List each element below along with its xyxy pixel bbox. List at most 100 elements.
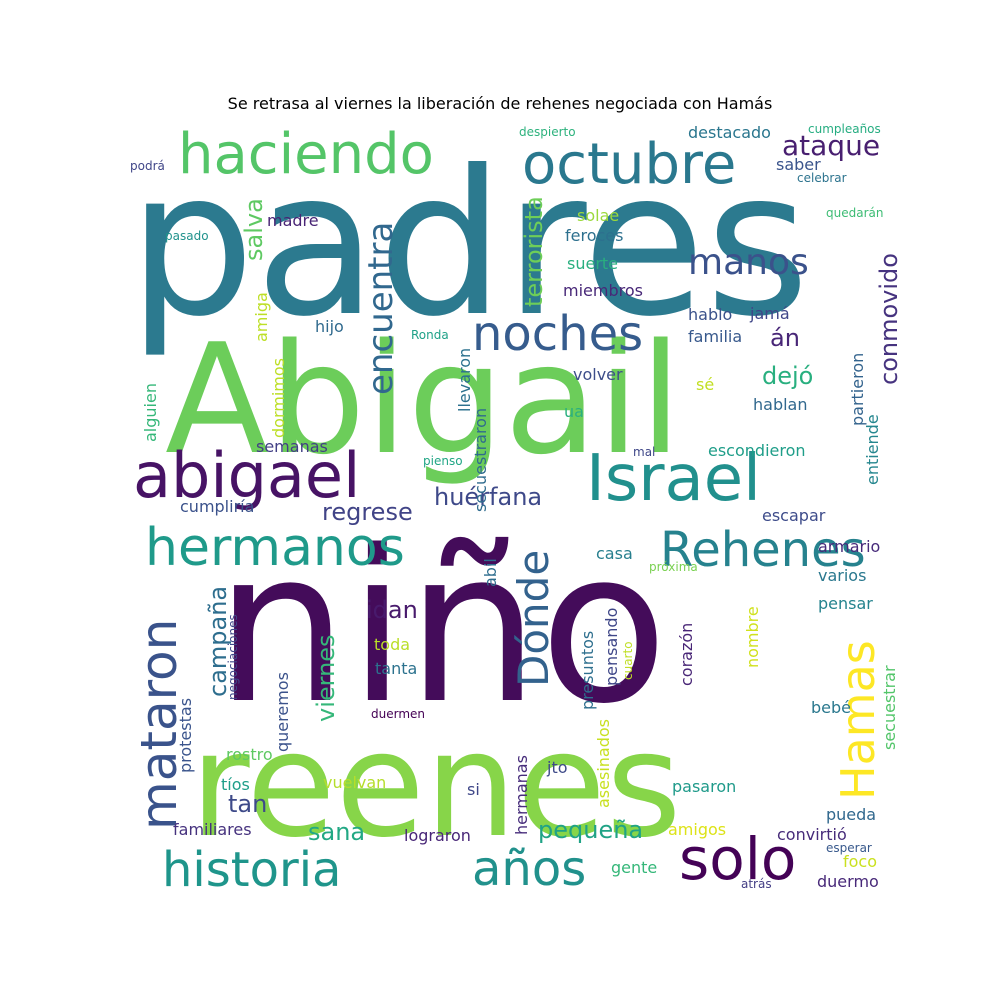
word-96: celebrar (797, 171, 847, 185)
word-93: despierto (519, 125, 576, 139)
word-8: Israel (586, 442, 761, 516)
word-58: varios (818, 566, 866, 585)
word-2: Abigail (165, 311, 682, 488)
word-7: abigael (133, 439, 360, 512)
word-82: duermo (817, 872, 879, 891)
word-21: ataque (782, 129, 880, 162)
word-67: secuestrar (880, 665, 899, 750)
word-68: bebé (811, 698, 851, 717)
word-23: regrese (322, 498, 413, 526)
word-41: hablo (688, 305, 732, 324)
word-27: dejó (762, 362, 813, 390)
word-14: noches (472, 306, 643, 362)
word-50: secuestraron (471, 408, 490, 512)
word-34: destacado (688, 123, 771, 142)
word-60: casa (596, 544, 633, 563)
word-54: escondieron (708, 441, 806, 460)
word-72: si (467, 780, 480, 799)
word-59: pensar (818, 594, 873, 613)
word-16: Dónde (509, 550, 558, 687)
word-45: volver (573, 365, 623, 384)
word-83: hermanas (512, 755, 531, 835)
word-79: convirtió (777, 825, 847, 844)
word-3: niño (215, 505, 668, 750)
word-73: jto (546, 758, 568, 777)
word-9: hermanos (145, 518, 405, 578)
word-64: pensando (602, 608, 621, 686)
word-38: feroces (565, 226, 623, 245)
word-39: suerte (567, 254, 618, 273)
word-43: familia (688, 327, 742, 346)
word-75: pueda (826, 805, 876, 824)
word-84: asesinados (594, 719, 613, 808)
word-5: haciendo (178, 122, 434, 187)
word-4: reenes (190, 701, 682, 870)
word-81: foco (843, 852, 877, 871)
word-1: padres (128, 128, 810, 361)
word-51: partieron (848, 353, 867, 426)
word-76: familiares (173, 820, 252, 839)
word-69: rostro (226, 745, 273, 764)
word-101: mal (633, 445, 655, 459)
word-85: queremos (273, 672, 292, 752)
word-33: tan (228, 790, 267, 818)
word-99: Ronda (411, 328, 449, 342)
word-47: hablan (753, 395, 808, 414)
word-48: ua (564, 402, 584, 421)
word-88: amiga (252, 292, 271, 342)
word-35: saber (776, 155, 821, 174)
word-44: hijo (315, 317, 344, 336)
word-20: terrorista (520, 196, 548, 307)
word-104: esperar (826, 841, 872, 855)
word-103: duermen (371, 707, 425, 721)
word-17: Hamas (831, 640, 885, 800)
word-22: huérfana (434, 483, 542, 511)
word-80: gente (611, 858, 657, 877)
word-102: próxima (649, 560, 698, 574)
word-74: pasaron (672, 777, 736, 796)
word-40: miembros (563, 281, 643, 300)
word-55: cumpliría (180, 497, 254, 516)
word-92: cuarto (621, 641, 635, 680)
word-77: lograron (404, 826, 471, 845)
word-91: negociaciones (226, 614, 240, 700)
word-25: sana (308, 818, 365, 846)
word-62: tanta (375, 659, 417, 678)
word-87: dormimos (269, 358, 288, 438)
word-15: mataron (130, 619, 188, 830)
word-49: llevaron (455, 348, 474, 412)
word-31: viernes (312, 634, 340, 722)
word-63: corazón (677, 623, 696, 686)
word-10: Rehenes (660, 522, 866, 578)
word-24: pequeña (538, 816, 643, 844)
word-32: idan (366, 596, 418, 624)
word-6: octubre (522, 132, 736, 197)
word-37: solae (577, 206, 619, 225)
word-53: semanas (256, 437, 328, 456)
chart-title: Se retrasa al viernes la liberación de r… (227, 94, 773, 113)
word-28: án (770, 324, 800, 352)
word-18: encuentra (361, 222, 401, 395)
word-57: armario (818, 537, 880, 556)
word-61: toda (374, 635, 410, 654)
word-36: madre (267, 211, 319, 230)
word-98: pasado (165, 229, 209, 243)
word-78: amigos (668, 820, 726, 839)
word-89: alguien (141, 383, 160, 442)
word-70: tíos (221, 775, 250, 794)
word-13: solo (679, 825, 796, 893)
word-30: campaña (204, 586, 232, 697)
word-65: presuntos (578, 631, 597, 710)
word-94: cumpleaños (808, 122, 881, 136)
word-95: podrá (130, 159, 165, 173)
word-90: abil (481, 558, 500, 587)
word-86: protestas (176, 698, 195, 773)
word-42: jamá (749, 304, 790, 323)
word-19: manos (688, 242, 809, 283)
word-52: entiende (863, 414, 882, 485)
word-100: pienso (423, 454, 463, 468)
word-11: historia (162, 842, 341, 898)
word-46: sé (696, 375, 714, 394)
word-56: escapar (762, 506, 826, 525)
